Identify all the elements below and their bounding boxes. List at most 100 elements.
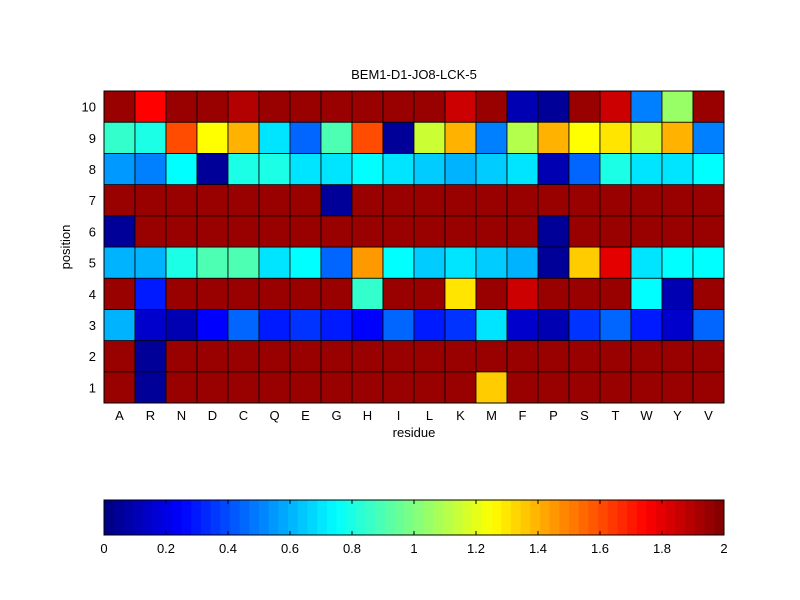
heatmap-cell [444,152,477,185]
heatmap-cell [599,184,632,217]
heatmap-cell [506,246,539,279]
heatmap-cell [196,184,229,217]
heatmap-cell [444,215,477,248]
heatmap-cell [506,90,539,123]
heatmap-cell [444,340,477,373]
heatmap-cell [134,152,167,185]
colorbar-segment [452,500,463,535]
heatmap-cell [475,152,508,185]
colorbar-segment [259,500,270,535]
heatmap-cell [444,121,477,154]
heatmap-cell [506,152,539,185]
heatmap-cell [568,215,601,248]
heatmap-cell [196,371,229,404]
heatmap-cell [537,308,570,341]
heatmap-cell [661,152,694,185]
y-tick-label: 1 [89,380,96,395]
colorbar-segment [598,500,609,535]
colorbar-segment [404,500,415,535]
heatmap-cell [196,121,229,154]
heatmap-cell [475,246,508,279]
heatmap-cell [599,277,632,310]
heatmap-cell [196,90,229,123]
heatmap-cell [413,371,446,404]
colorbar-segment [220,500,231,535]
colorbar-segment [278,500,289,535]
colorbar-segment [510,500,522,535]
heatmap-cell [444,277,477,310]
heatmap-cell [289,215,322,248]
x-tick-label: D [208,408,217,423]
colorbar-segment [423,500,434,535]
heatmap-cell [320,340,353,373]
heatmap-cell [196,152,229,185]
colorbar-tick-label: 1 [410,541,417,556]
colorbar-segment [375,500,386,535]
heatmap-cell [351,246,384,279]
heatmap-cell [258,371,291,404]
heatmap-cell [599,152,632,185]
heatmap-cell [382,90,415,123]
heatmap-cell [630,184,663,217]
x-tick-label: L [426,408,433,423]
heatmap-cell [196,340,229,373]
heatmap-cell [289,308,322,341]
colorbar-tick-label: 1.2 [467,541,485,556]
colorbar-segment [288,500,299,535]
heatmap-cell [289,371,322,404]
heatmap-cell [320,308,353,341]
heatmap-cell [692,90,725,123]
heatmap-cell [630,121,663,154]
x-axis-label: residue [393,425,436,440]
x-tick-label: K [456,408,465,423]
colorbar-segment [617,500,628,535]
heatmap-cell [320,152,353,185]
heatmap-cell [227,340,260,373]
colorbar-segment [665,500,677,535]
heatmap-cell [661,340,694,373]
colorbar [104,500,725,535]
heatmap-cell [103,184,136,217]
x-tick-label: W [640,408,653,423]
heatmap-cell [568,246,601,279]
heatmap-cell [599,308,632,341]
heatmap-cell [103,340,136,373]
heatmap-cell [134,340,167,373]
heatmap-cell [351,90,384,123]
y-tick-label: 8 [89,162,96,177]
heatmap-cell [475,340,508,373]
x-tick-label: I [397,408,401,423]
x-tick-label: E [301,408,310,423]
colorbar-segment [433,500,444,535]
x-tick-label: S [580,408,589,423]
colorbar-tick-label: 1.4 [529,541,547,556]
heatmap-cell [289,246,322,279]
heatmap-cell [196,246,229,279]
heatmap-cell [630,277,663,310]
colorbar-segment [133,500,144,535]
heatmap-cell [134,277,167,310]
heatmap-cell [103,90,136,123]
colorbar-segment [355,500,367,535]
heatmap-cell [537,277,570,310]
heatmap-cell [165,215,198,248]
heatmap-cell [103,152,136,185]
heatmap-cell [227,308,260,341]
chart-title: BEM1-D1-JO8-LCK-5 [351,67,477,82]
y-tick-label: 2 [89,349,96,364]
heatmap-cell [320,371,353,404]
heatmap-cell [475,371,508,404]
heatmap-cell [258,90,291,123]
heatmap-cell [227,152,260,185]
colorbar-segment [472,500,483,535]
heatmap-cell [289,121,322,154]
colorbar-segment [346,500,357,535]
heatmap-cell [413,308,446,341]
heatmap-cell [103,215,136,248]
colorbar-segment [481,500,492,535]
colorbar-segment [113,500,124,535]
y-tick-label: 10 [82,100,96,115]
y-axis-label: position [58,225,73,270]
heatmap-cell [382,184,415,217]
y-axis-ticks: 1 2 3 4 5 6 7 8 9 10 [82,100,96,396]
